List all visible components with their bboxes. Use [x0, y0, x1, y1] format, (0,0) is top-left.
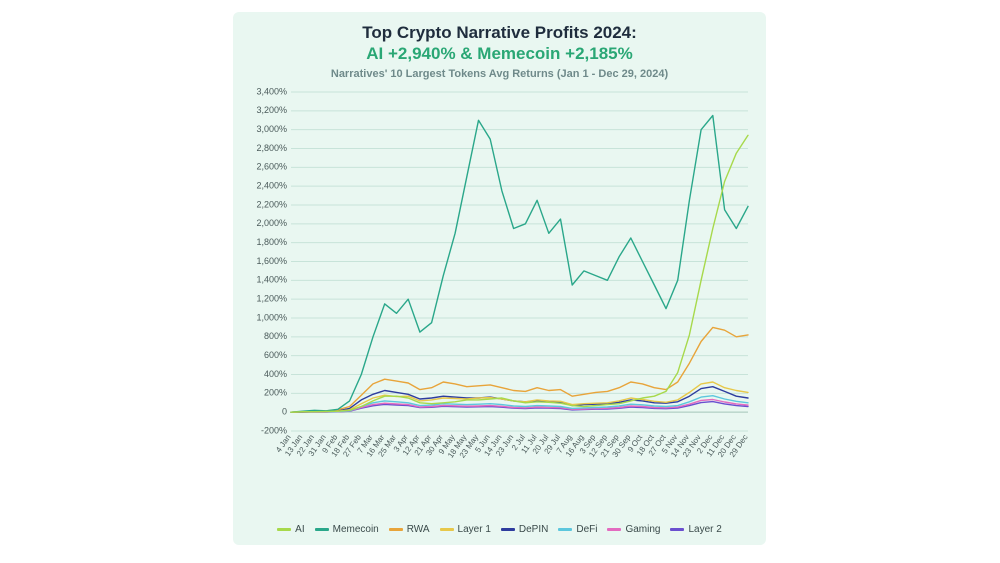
svg-text:1,800%: 1,800%	[256, 237, 287, 247]
svg-text:2,000%: 2,000%	[256, 218, 287, 228]
legend: AI Memecoin RWA Layer 1 DePIN DeFi Gaming Layer…	[233, 524, 766, 535]
legend-swatch	[670, 528, 684, 531]
subtitle: Narratives' 10 Largest Tokens Avg Return…	[233, 68, 766, 80]
legend-swatch	[389, 528, 403, 531]
svg-text:1,400%: 1,400%	[256, 275, 287, 285]
legend-label: Layer 1	[458, 524, 491, 535]
legend-item-memecoin: Memecoin	[315, 524, 379, 535]
legend-label: AI	[295, 524, 304, 535]
chart-card: Top Crypto Narrative Profits 2024: AI +2…	[233, 12, 766, 545]
legend-item-layer-2: Layer 2	[670, 524, 721, 535]
svg-text:800%: 800%	[264, 331, 287, 341]
titles-block: Top Crypto Narrative Profits 2024: AI +2…	[233, 12, 766, 80]
legend-label: DeFi	[576, 524, 597, 535]
legend-label: RWA	[407, 524, 430, 535]
svg-text:2,200%: 2,200%	[256, 199, 287, 209]
svg-text:3,400%: 3,400%	[256, 86, 287, 96]
legend-label: Memecoin	[333, 524, 379, 535]
legend-item-rwa: RWA	[389, 524, 430, 535]
svg-text:-200%: -200%	[261, 425, 287, 435]
legend-swatch	[277, 528, 291, 531]
svg-text:1,600%: 1,600%	[256, 256, 287, 266]
plot-area: -200% 0 200% 400% 600% 800% 1,000% 1,200% 1,400%…	[251, 90, 752, 475]
legend-item-depin: DePIN	[501, 524, 548, 535]
svg-text:1,000%: 1,000%	[256, 312, 287, 322]
legend-swatch	[558, 528, 572, 531]
svg-text:200%: 200%	[264, 388, 287, 398]
series-ai	[291, 135, 748, 412]
svg-text:0: 0	[282, 407, 287, 417]
svg-text:1,200%: 1,200%	[256, 294, 287, 304]
legend-item-gaming: Gaming	[607, 524, 660, 535]
legend-label: DePIN	[519, 524, 548, 535]
svg-text:3,200%: 3,200%	[256, 105, 287, 115]
legend-swatch	[315, 528, 329, 531]
legend-item-ai: AI	[277, 524, 304, 535]
svg-text:2,400%: 2,400%	[256, 181, 287, 191]
svg-text:400%: 400%	[264, 369, 287, 379]
legend-swatch	[607, 528, 621, 531]
svg-text:2,600%: 2,600%	[256, 162, 287, 172]
legend-swatch	[440, 528, 454, 531]
legend-swatch	[501, 528, 515, 531]
title-line-2: AI +2,940% & Memecoin +2,185%	[233, 43, 766, 64]
legend-label: Layer 2	[688, 524, 721, 535]
svg-text:2,800%: 2,800%	[256, 143, 287, 153]
svg-text:600%: 600%	[264, 350, 287, 360]
svg-text:3,000%: 3,000%	[256, 124, 287, 134]
line-chart-svg: -200% 0 200% 400% 600% 800% 1,000% 1,200% 1,400%…	[251, 90, 752, 475]
legend-item-layer-1: Layer 1	[440, 524, 491, 535]
legend-item-defi: DeFi	[558, 524, 597, 535]
legend-label: Gaming	[625, 524, 660, 535]
title-line-1: Top Crypto Narrative Profits 2024:	[233, 22, 766, 43]
